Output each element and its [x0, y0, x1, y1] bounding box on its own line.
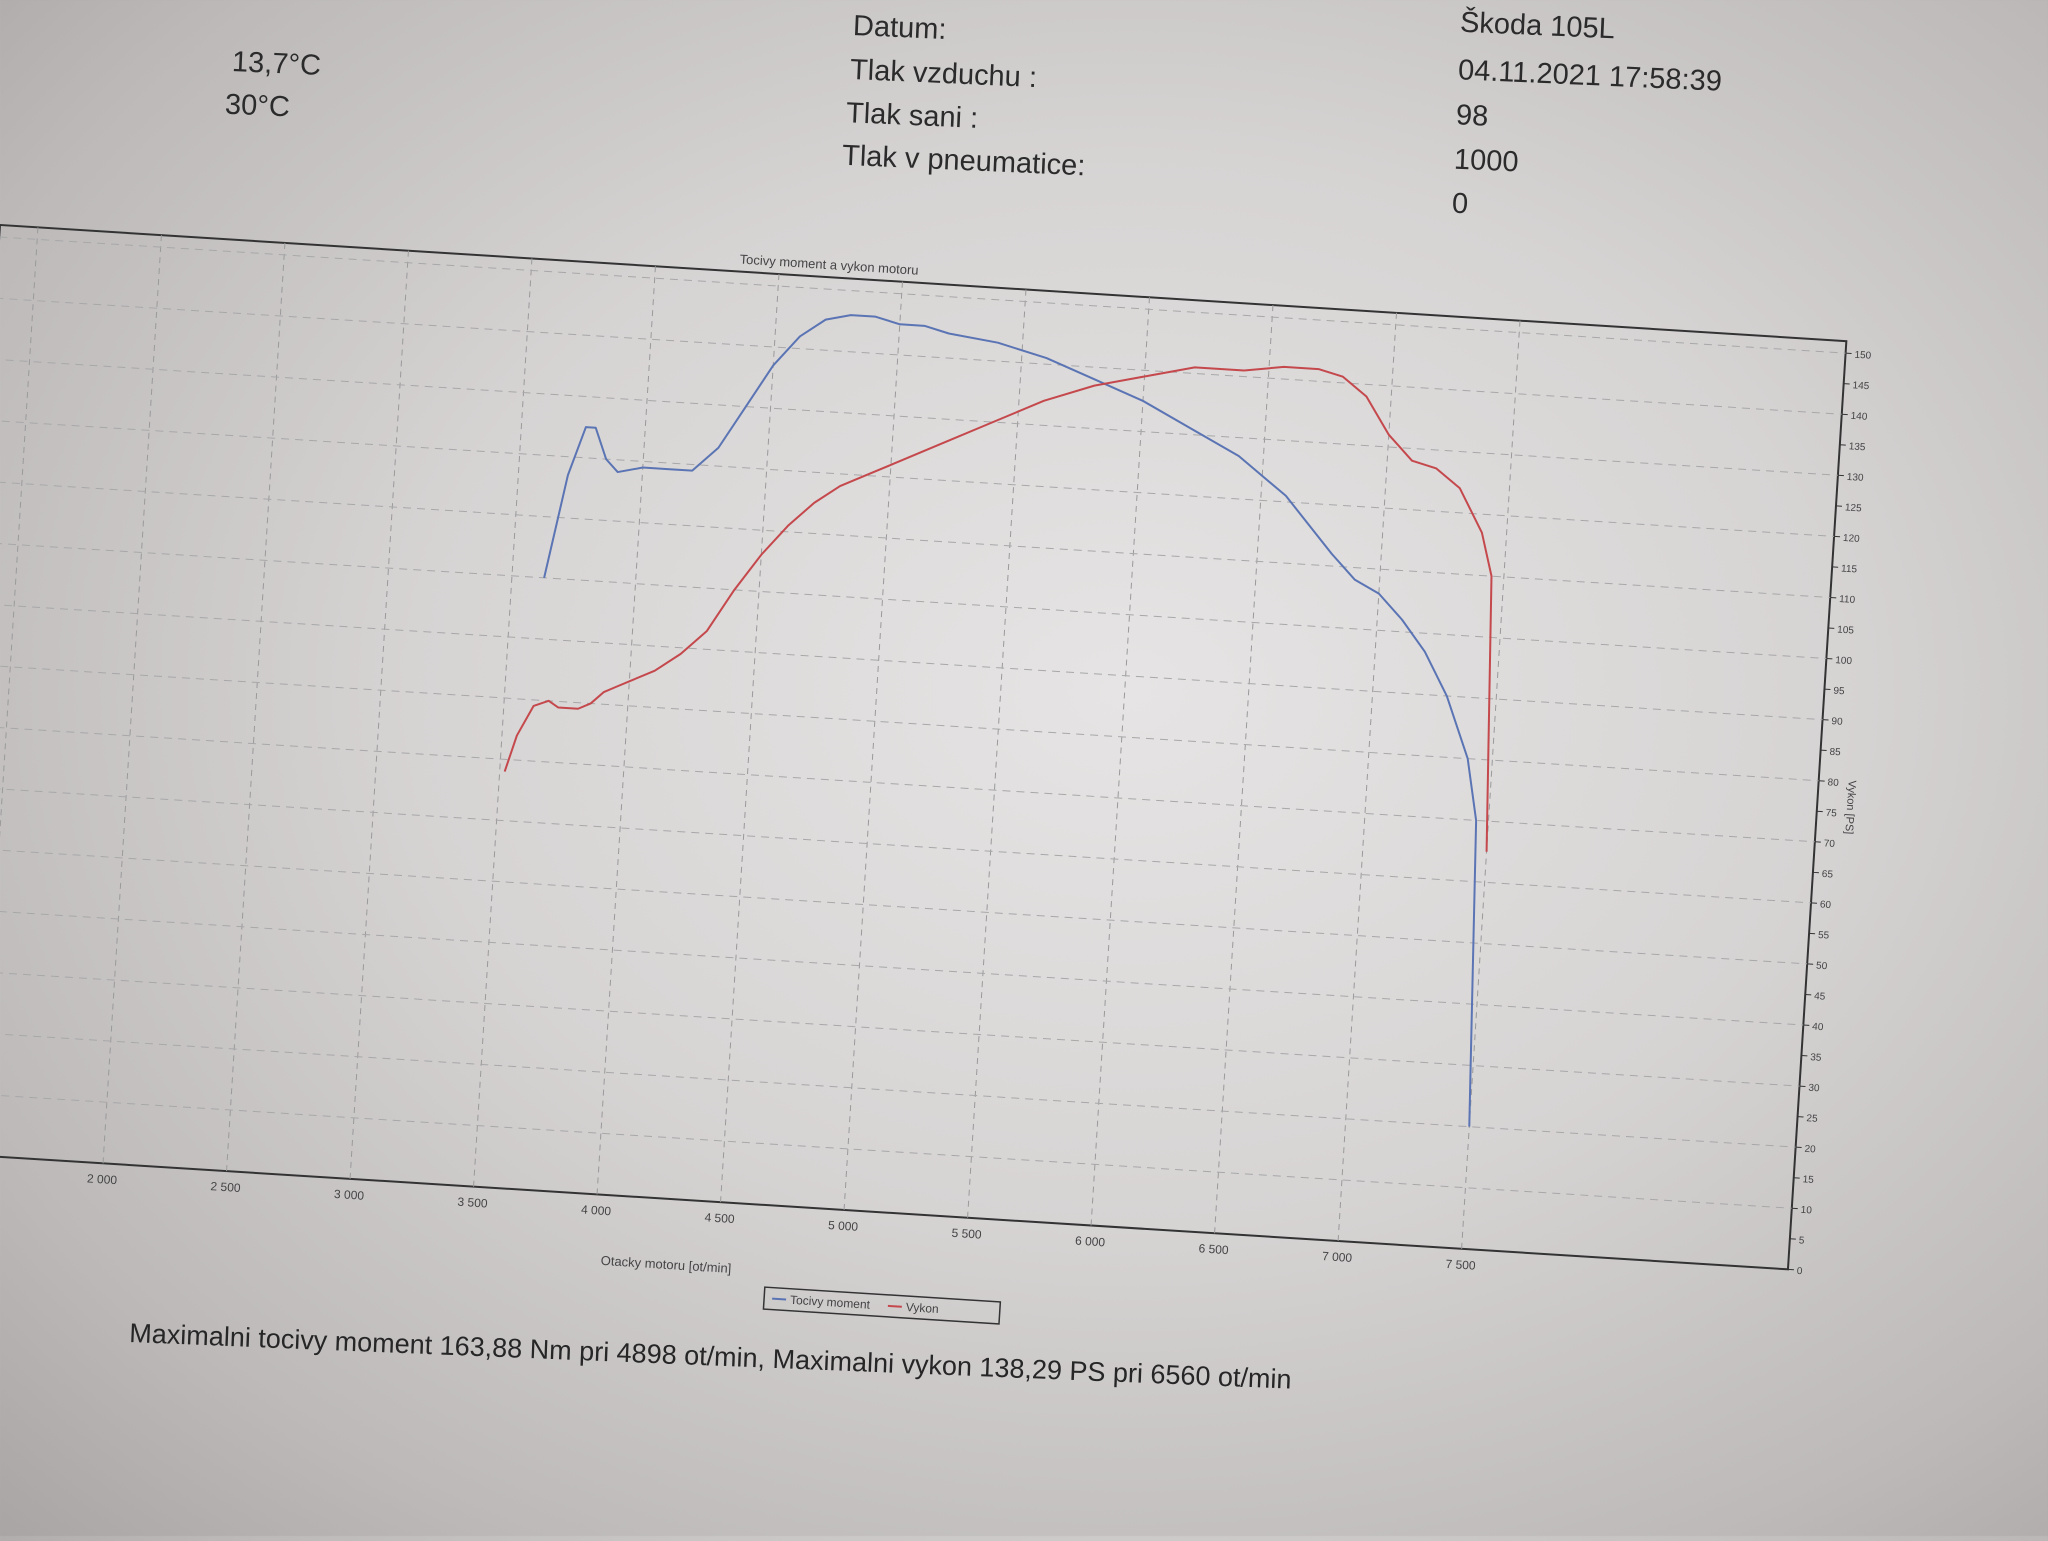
y-tick-label: 135: [1848, 441, 1866, 453]
y-tick-label: 85: [1829, 747, 1841, 759]
y-tick-label: 95: [1833, 686, 1845, 698]
y-tick-label: 40: [1812, 1022, 1824, 1034]
x-tick-label: 6 500: [1198, 1241, 1229, 1257]
grid-line-y: [0, 665, 1819, 781]
legend-swatch-power: [888, 1306, 902, 1307]
y-tick-label: 110: [1839, 594, 1856, 606]
y-tick-label: 0: [1796, 1266, 1803, 1277]
y-tick-label: 10: [1800, 1205, 1812, 1217]
y-axis-label: Vykon [PS]: [1842, 780, 1857, 835]
grid-line-y: [0, 481, 1830, 597]
legend-label-power: Vykon: [905, 1300, 939, 1316]
grid-line-x: [721, 274, 779, 1202]
grid-line-x: [0, 227, 38, 1155]
x-tick-label: 7 000: [1322, 1249, 1353, 1265]
grid-line-y: [0, 1031, 1796, 1147]
y-tick-label: 125: [1845, 502, 1863, 514]
grid-line-x: [1091, 297, 1149, 1225]
grid-line-x: [844, 282, 902, 1210]
series-layer: [486, 295, 1517, 1126]
grid-line-x: [1215, 305, 1273, 1233]
grid-line-y: [0, 726, 1815, 842]
x-tick-label: 5 000: [828, 1218, 859, 1234]
grid-line-x: [1338, 313, 1396, 1241]
grid-line-y: [0, 420, 1834, 536]
y-tick-label: 90: [1831, 716, 1843, 728]
y-tick-label: 80: [1827, 777, 1839, 789]
y-tick-label: 5: [1798, 1235, 1805, 1246]
x-tick-label: 6 000: [1075, 1234, 1106, 1250]
y-tick-label: 35: [1810, 1052, 1822, 1064]
y-tick-label: 75: [1825, 808, 1837, 820]
y-tick-label: 140: [1850, 411, 1868, 423]
grid-line-y: [0, 848, 1807, 964]
y-tick-label: 50: [1816, 961, 1828, 973]
grid-line-y: [0, 787, 1811, 903]
grid-layer: [0, 225, 1846, 1269]
legend-swatch-torque: [772, 1299, 786, 1300]
grid-line-y: [0, 359, 1838, 475]
x-tick-label: 3 000: [334, 1187, 365, 1203]
y-tick-label: 105: [1837, 625, 1855, 637]
plot-area: [0, 225, 1846, 1269]
y-tick-label: 30: [1808, 1083, 1820, 1095]
torque-curve: [513, 297, 1517, 1127]
x-tick-label: 4 000: [581, 1202, 612, 1218]
x-axis-label: Otacky motoru [ot/min]: [600, 1253, 731, 1276]
y-tick-label: 25: [1806, 1113, 1818, 1125]
y-tick-label: 70: [1823, 838, 1835, 850]
y-tick-label: 45: [1814, 991, 1826, 1003]
grid-line-x: [350, 251, 408, 1179]
grid-line-y: [0, 237, 1846, 353]
grid-line-x: [597, 266, 655, 1194]
legend: Tocivy moment Vykon: [763, 1287, 1000, 1324]
y-tick-label: 100: [1835, 655, 1853, 667]
x-tick-label: 5 500: [951, 1226, 982, 1242]
x-tick-label: 2 000: [87, 1171, 118, 1187]
y-tick-label: 60: [1820, 899, 1832, 911]
y-tick-label: 145: [1852, 380, 1870, 392]
grid-line-y: [0, 603, 1823, 719]
y-tick-label: 65: [1821, 869, 1833, 881]
y-tick-label: 115: [1841, 563, 1858, 575]
legend-label-torque: Tocivy moment: [790, 1293, 871, 1312]
x-tick-label: 4 500: [704, 1210, 735, 1226]
grid-line-y: [0, 970, 1799, 1086]
y-tick-label: 15: [1802, 1174, 1814, 1186]
y-tick-labels: 0 5 10 15 20 25 30 35 40 45 50 55 60 65 70 75 80 85 90 95 10…: [1788, 349, 1872, 1278]
x-tick-label: 3 500: [457, 1195, 488, 1211]
grid-line-x: [227, 243, 285, 1171]
x-tick-label: 7 500: [1445, 1257, 1476, 1273]
x-tick-label: 2 500: [210, 1179, 241, 1195]
y-tick-label: 150: [1854, 350, 1872, 362]
grid-line-y: [0, 1092, 1792, 1208]
grid-line-x: [103, 235, 161, 1163]
grid-line-y: [0, 909, 1803, 1025]
y-tick-label: 55: [1818, 930, 1830, 942]
y-tick-label: 20: [1804, 1144, 1816, 1156]
grid-line-y: [0, 542, 1826, 658]
y-tick-label: 130: [1846, 472, 1864, 484]
y-tick-label: 120: [1843, 533, 1861, 545]
grid-line-y: [0, 298, 1842, 414]
